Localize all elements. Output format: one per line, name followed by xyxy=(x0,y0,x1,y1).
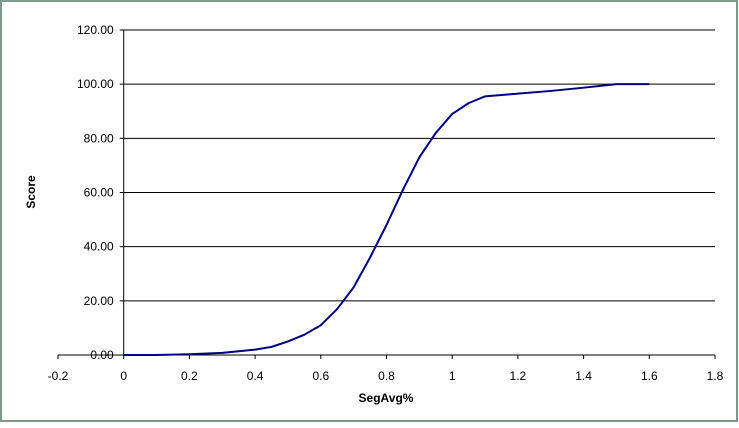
x-tick-label: 0.8 xyxy=(378,369,395,383)
y-tick-label: 60.00 xyxy=(84,186,114,200)
y-tick-label: 120.00 xyxy=(77,23,114,37)
x-tick-label: 1.6 xyxy=(641,369,658,383)
x-tick-label: 1.4 xyxy=(575,369,592,383)
x-axis-title: SegAvg% xyxy=(359,391,414,405)
x-tick-label: 0 xyxy=(120,369,127,383)
x-tick-label: 0.2 xyxy=(181,369,198,383)
x-tick-label: 1.2 xyxy=(510,369,527,383)
y-tick-label: 20.00 xyxy=(84,294,114,308)
y-axis-title: Score xyxy=(24,175,38,209)
x-tick-label: 1.8 xyxy=(707,369,724,383)
x-tick-label: 0.4 xyxy=(247,369,264,383)
y-tick-label: 100.00 xyxy=(77,77,114,91)
x-tick-label: 0.6 xyxy=(312,369,329,383)
x-tick-label: -0.2 xyxy=(48,369,69,383)
data-line xyxy=(123,83,650,356)
y-tick-label: 40.00 xyxy=(84,240,114,254)
y-tick-label: 80.00 xyxy=(84,131,114,145)
x-tick-label: 1 xyxy=(449,369,456,383)
